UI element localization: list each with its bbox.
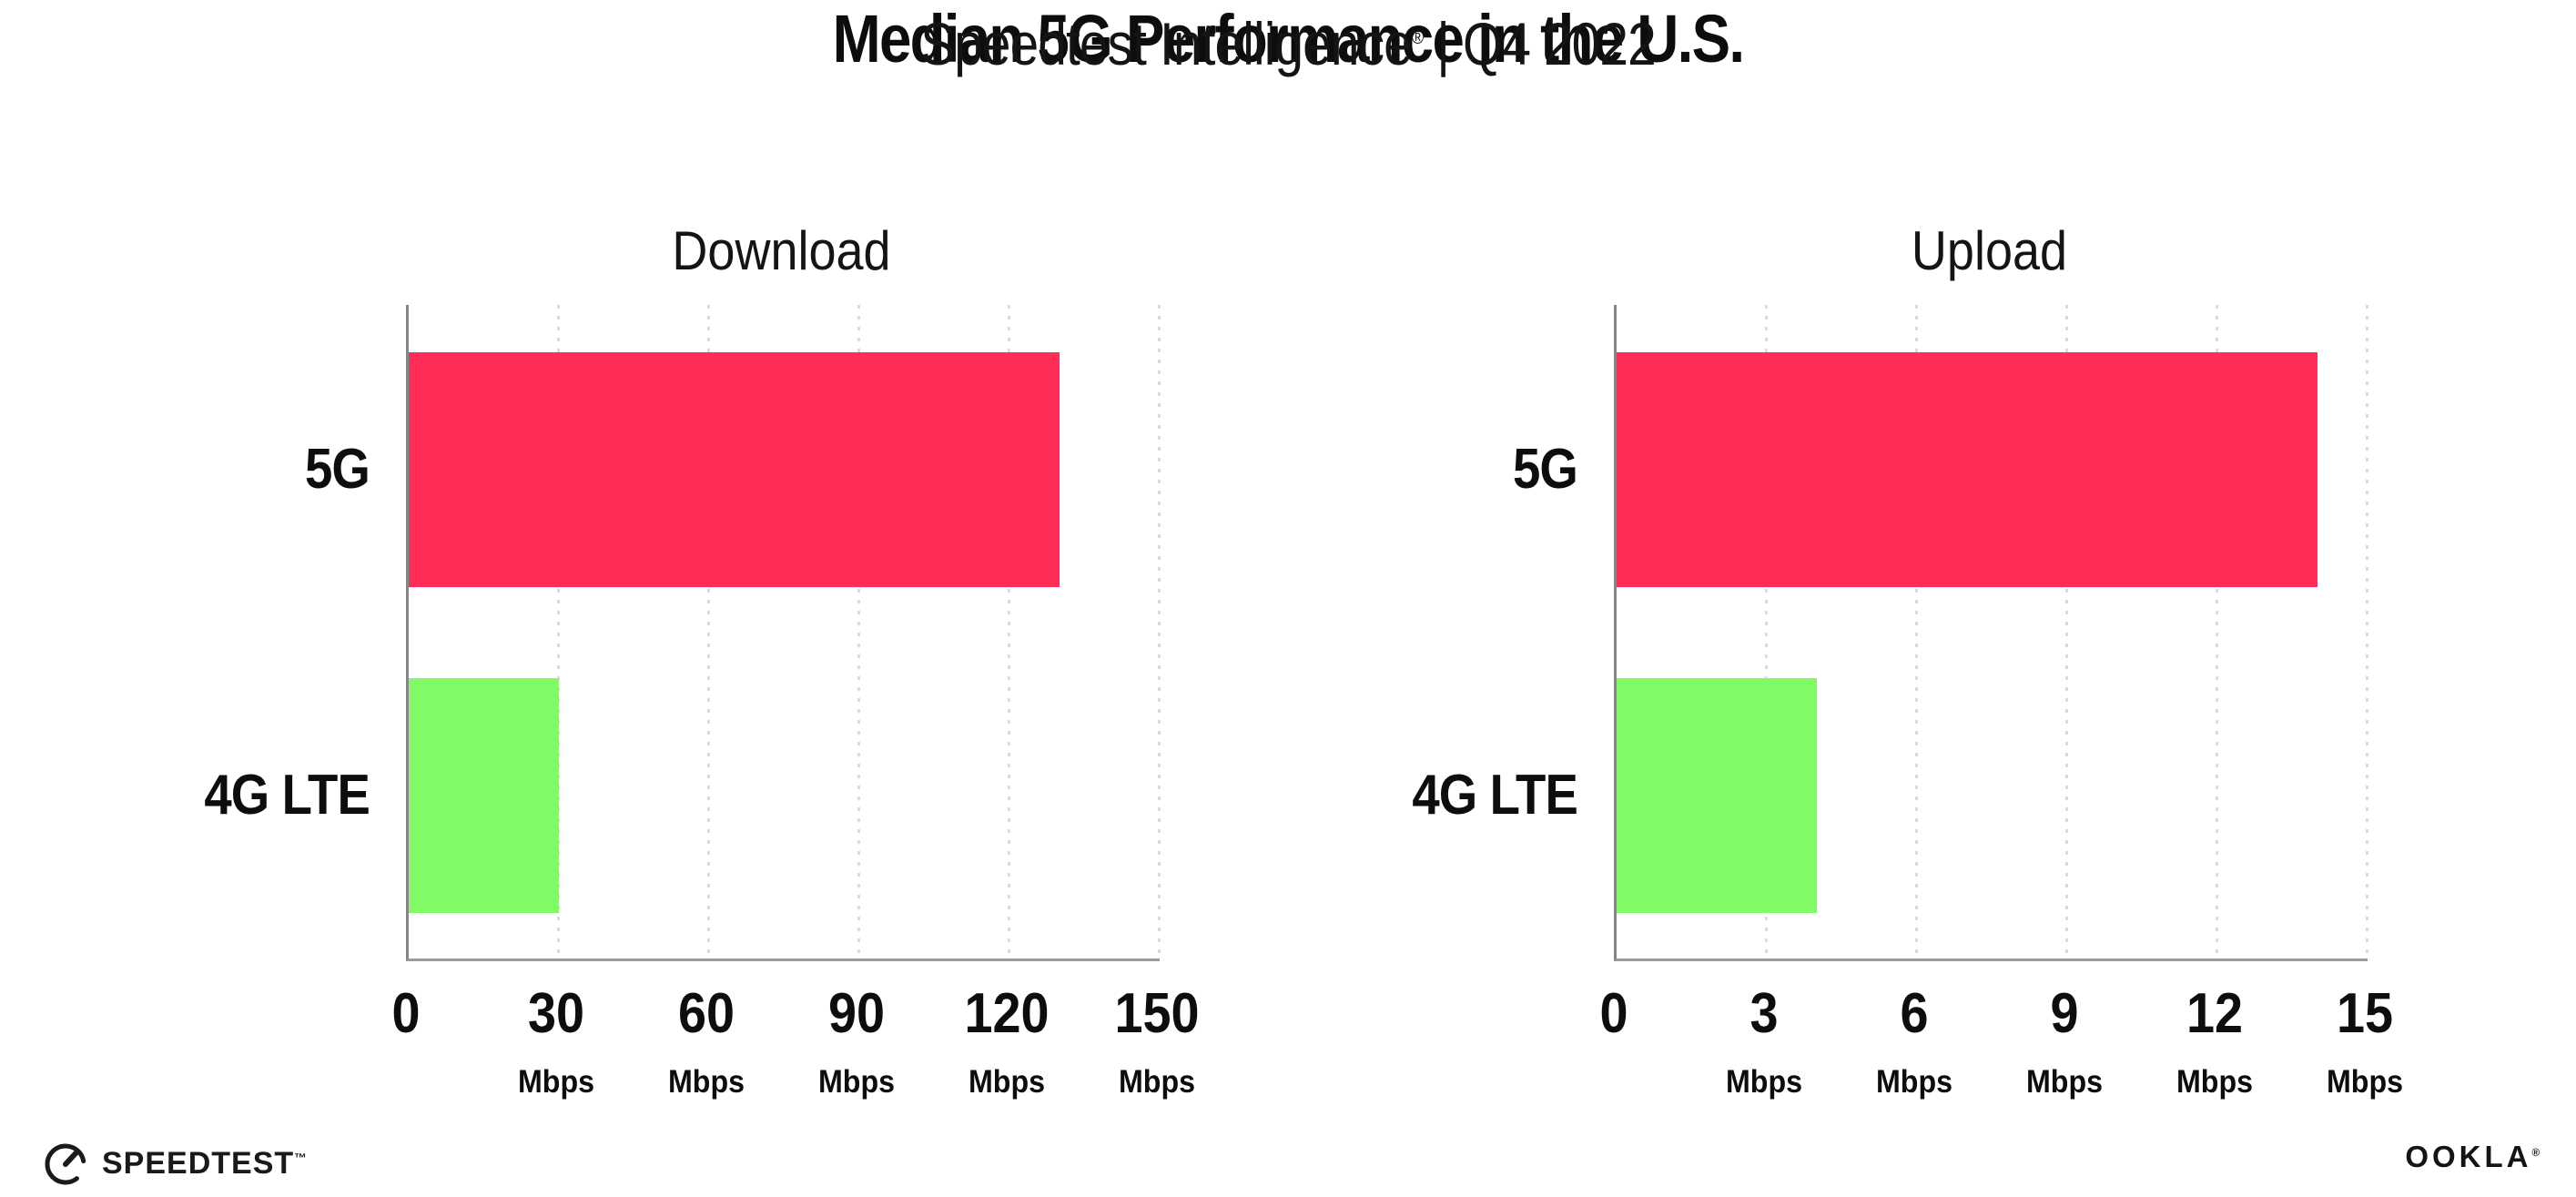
plot-area-upload [1614, 305, 2368, 961]
gridline-upload-6 [1915, 305, 1918, 959]
tick-label-upload-0: 0 [1599, 982, 1628, 1045]
tick-label-download-60: 60 [677, 982, 735, 1045]
tick-label-upload-15: 15 [2336, 982, 2394, 1045]
ookla-logo: OOKLA® [2405, 1140, 2540, 1174]
plot-area-download [406, 305, 1161, 961]
subtitle-period: Q4 2022 [1463, 10, 1657, 77]
tick-label-upload-3: 3 [1749, 982, 1779, 1045]
subtitle-divider: | [1423, 10, 1464, 77]
bar-download-4g-lte [409, 678, 559, 913]
chart-title-download: Download [672, 220, 891, 281]
tick-label-upload-12: 12 [2186, 982, 2244, 1045]
page-title: Median 5G Performance in the U.S. [832, 1, 1745, 76]
gridline-download-90 [857, 305, 860, 959]
trademark-icon: ™ [294, 1151, 308, 1165]
category-label-download-4g-lte: 4G LTE [204, 764, 370, 827]
speedtest-logo: SPEEDTEST™ [42, 1136, 308, 1191]
tick-label-upload-6: 6 [1900, 982, 1929, 1045]
bar-upload-4g-lte [1617, 678, 1817, 913]
speedtest-wordmark-text: SPEEDTEST [102, 1145, 295, 1181]
gridline-upload-15 [2366, 305, 2368, 959]
bar-upload-5g [1617, 352, 2317, 587]
tick-unit-upload-12: Mbps [2175, 1064, 2254, 1100]
tick-unit-upload-3: Mbps [1725, 1064, 1803, 1100]
tick-label-download-150: 150 [1114, 982, 1200, 1045]
tick-unit-download-60: Mbps [667, 1064, 745, 1100]
tick-unit-upload-6: Mbps [1875, 1064, 1953, 1100]
registered-trademark-icon: ® [1411, 27, 1424, 48]
tick-unit-download-150: Mbps [1118, 1064, 1196, 1100]
speedtest-gauge-icon [45, 1143, 86, 1185]
ookla-wordmark-text: OOKLA [2405, 1140, 2532, 1173]
tick-label-download-30: 30 [527, 982, 585, 1045]
gridline-download-120 [1008, 305, 1010, 959]
tick-label-download-90: 90 [827, 982, 886, 1045]
gridline-download-150 [1158, 305, 1161, 959]
speedtest-wordmark: SPEEDTEST™ [102, 1146, 308, 1182]
tick-unit-upload-15: Mbps [2326, 1064, 2404, 1100]
gridline-download-60 [707, 305, 710, 959]
chart-title-upload: Upload [1911, 220, 2068, 281]
tick-unit-download-120: Mbps [968, 1064, 1046, 1100]
tick-unit-download-90: Mbps [817, 1064, 896, 1100]
gridline-download-30 [557, 305, 560, 959]
tick-label-download-0: 0 [391, 982, 421, 1045]
subtitle: Speedtest Intelligence® | Q4 2022 [180, 0, 2396, 82]
ookla-registered-icon: ® [2531, 1148, 2540, 1159]
category-label-download-5g: 5G [304, 438, 370, 501]
gridline-upload-3 [1765, 305, 1768, 959]
tick-label-upload-9: 9 [2050, 982, 2079, 1045]
tick-label-download-120: 120 [964, 982, 1050, 1045]
tick-unit-download-30: Mbps [517, 1064, 595, 1100]
gridline-upload-9 [2065, 305, 2068, 959]
bar-download-5g [409, 352, 1060, 587]
category-label-upload-5g: 5G [1512, 438, 1578, 501]
subtitle-brand: Speedtest Intelligence [920, 10, 1412, 77]
category-label-upload-4g-lte: 4G LTE [1412, 764, 1578, 827]
gridline-upload-12 [2216, 305, 2218, 959]
tick-unit-upload-9: Mbps [2025, 1064, 2104, 1100]
